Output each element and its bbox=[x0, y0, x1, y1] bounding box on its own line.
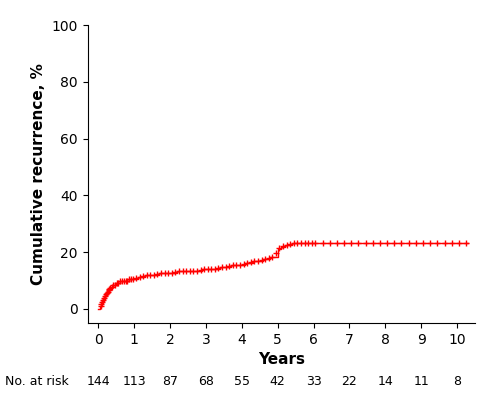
Text: 22: 22 bbox=[342, 375, 357, 388]
Text: 68: 68 bbox=[198, 375, 214, 388]
Text: 33: 33 bbox=[306, 375, 322, 388]
Text: 8: 8 bbox=[453, 375, 461, 388]
Text: No. at risk: No. at risk bbox=[5, 375, 69, 388]
Text: 42: 42 bbox=[270, 375, 285, 388]
X-axis label: Years: Years bbox=[258, 352, 305, 367]
Text: 11: 11 bbox=[414, 375, 429, 388]
Y-axis label: Cumulative recurrence, %: Cumulative recurrence, % bbox=[31, 63, 46, 285]
Text: 87: 87 bbox=[162, 375, 178, 388]
Text: 144: 144 bbox=[86, 375, 110, 388]
Text: 55: 55 bbox=[234, 375, 250, 388]
Text: 14: 14 bbox=[378, 375, 393, 388]
Text: 113: 113 bbox=[122, 375, 146, 388]
